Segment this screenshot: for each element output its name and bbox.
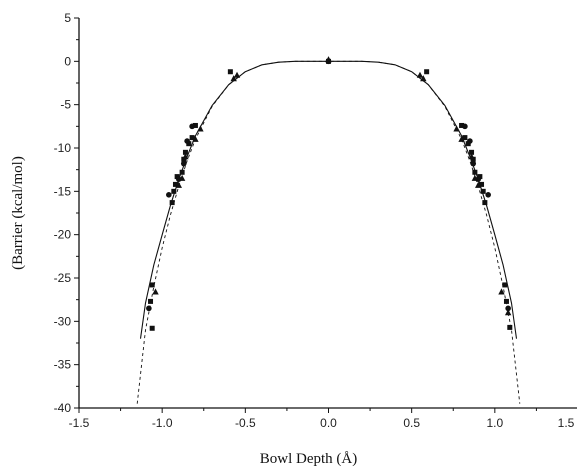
square-marker	[179, 169, 185, 175]
y-tick-label: -15	[54, 184, 72, 198]
x-axis-ticks: -1.5 -1.0 -0.5 0.0 0.5 1.0 1.5	[69, 408, 575, 430]
circle-marker	[180, 160, 187, 167]
triangle-marker	[182, 153, 189, 160]
square-marker	[149, 325, 155, 331]
triangle-marker	[458, 135, 465, 142]
x-tick-label: 0.5	[403, 416, 420, 430]
circle-marker	[146, 305, 152, 312]
triangle-marker	[233, 71, 241, 78]
triangle-marker	[420, 75, 427, 82]
triangle-marker	[192, 135, 199, 142]
square-marker	[472, 169, 478, 175]
triangle-marker	[178, 174, 186, 181]
square-marker	[469, 149, 475, 155]
square-marker	[424, 69, 430, 75]
square-marker	[479, 181, 485, 187]
triangle-marker	[152, 288, 159, 295]
triangle-marker	[175, 181, 182, 188]
circle-marker	[166, 192, 172, 198]
x-tick-label: -1.0	[152, 416, 173, 430]
triangle-marker	[416, 71, 424, 78]
triangle-marker	[475, 181, 482, 188]
square-marker	[148, 298, 154, 304]
x-tick-label: -1.5	[69, 416, 90, 430]
square-marker	[186, 141, 192, 147]
circle-marker	[184, 138, 190, 144]
x-tick-label: -0.5	[235, 416, 256, 430]
square-marker	[171, 188, 177, 194]
square-marker	[502, 282, 508, 288]
fit-curve-dashed	[136, 60, 521, 404]
triangle-marker	[197, 125, 204, 132]
triangle-marker	[230, 75, 237, 82]
y-axis-title: (Barrier (kcal/mol)	[10, 156, 26, 270]
y-tick-label: -30	[54, 314, 72, 328]
triangle-marker	[498, 288, 505, 295]
y-tick-label: -25	[54, 271, 72, 285]
circle-marker	[485, 192, 491, 198]
y-tick-label: -10	[54, 141, 72, 155]
circle-marker	[467, 138, 473, 144]
square-marker	[174, 174, 180, 180]
circle-marker	[189, 123, 195, 130]
y-tick-label: -40	[54, 401, 72, 415]
square-marker	[189, 135, 195, 141]
square-marker	[465, 141, 471, 147]
square-marker	[477, 174, 483, 180]
square-marker	[459, 122, 465, 128]
y-tick-label: 0	[64, 54, 71, 68]
data-markers	[146, 56, 513, 331]
y-tick-label: -35	[54, 358, 72, 372]
square-marker	[480, 188, 486, 194]
x-axis-title: Bowl Depth (Å)	[260, 451, 358, 467]
x-tick-label: 1.5	[558, 416, 575, 430]
square-marker	[503, 298, 509, 304]
square-marker	[169, 200, 175, 206]
circle-marker	[505, 305, 511, 312]
triangle-marker	[471, 174, 479, 181]
triangle-marker	[325, 56, 332, 63]
square-marker	[482, 200, 488, 206]
y-tick-label: 5	[64, 11, 71, 25]
y-axis-ticks: 5 0 -5 -10 -15 -20 -25 -30 -35 -40	[54, 11, 79, 415]
triangle-marker	[504, 309, 512, 316]
square-marker	[507, 324, 513, 330]
y-tick-label: -20	[54, 228, 72, 242]
square-marker	[227, 69, 233, 75]
circle-marker	[462, 123, 468, 130]
square-marker	[149, 282, 155, 288]
triangle-marker	[453, 125, 460, 132]
circle-marker	[470, 160, 477, 167]
x-tick-label: 0.0	[320, 416, 337, 430]
square-marker	[192, 122, 198, 128]
square-marker	[172, 181, 178, 187]
x-tick-label: 1.0	[486, 416, 503, 430]
square-marker	[182, 149, 188, 155]
triangle-marker	[468, 153, 475, 160]
y-tick-label: -5	[60, 98, 71, 112]
square-marker	[462, 135, 468, 141]
